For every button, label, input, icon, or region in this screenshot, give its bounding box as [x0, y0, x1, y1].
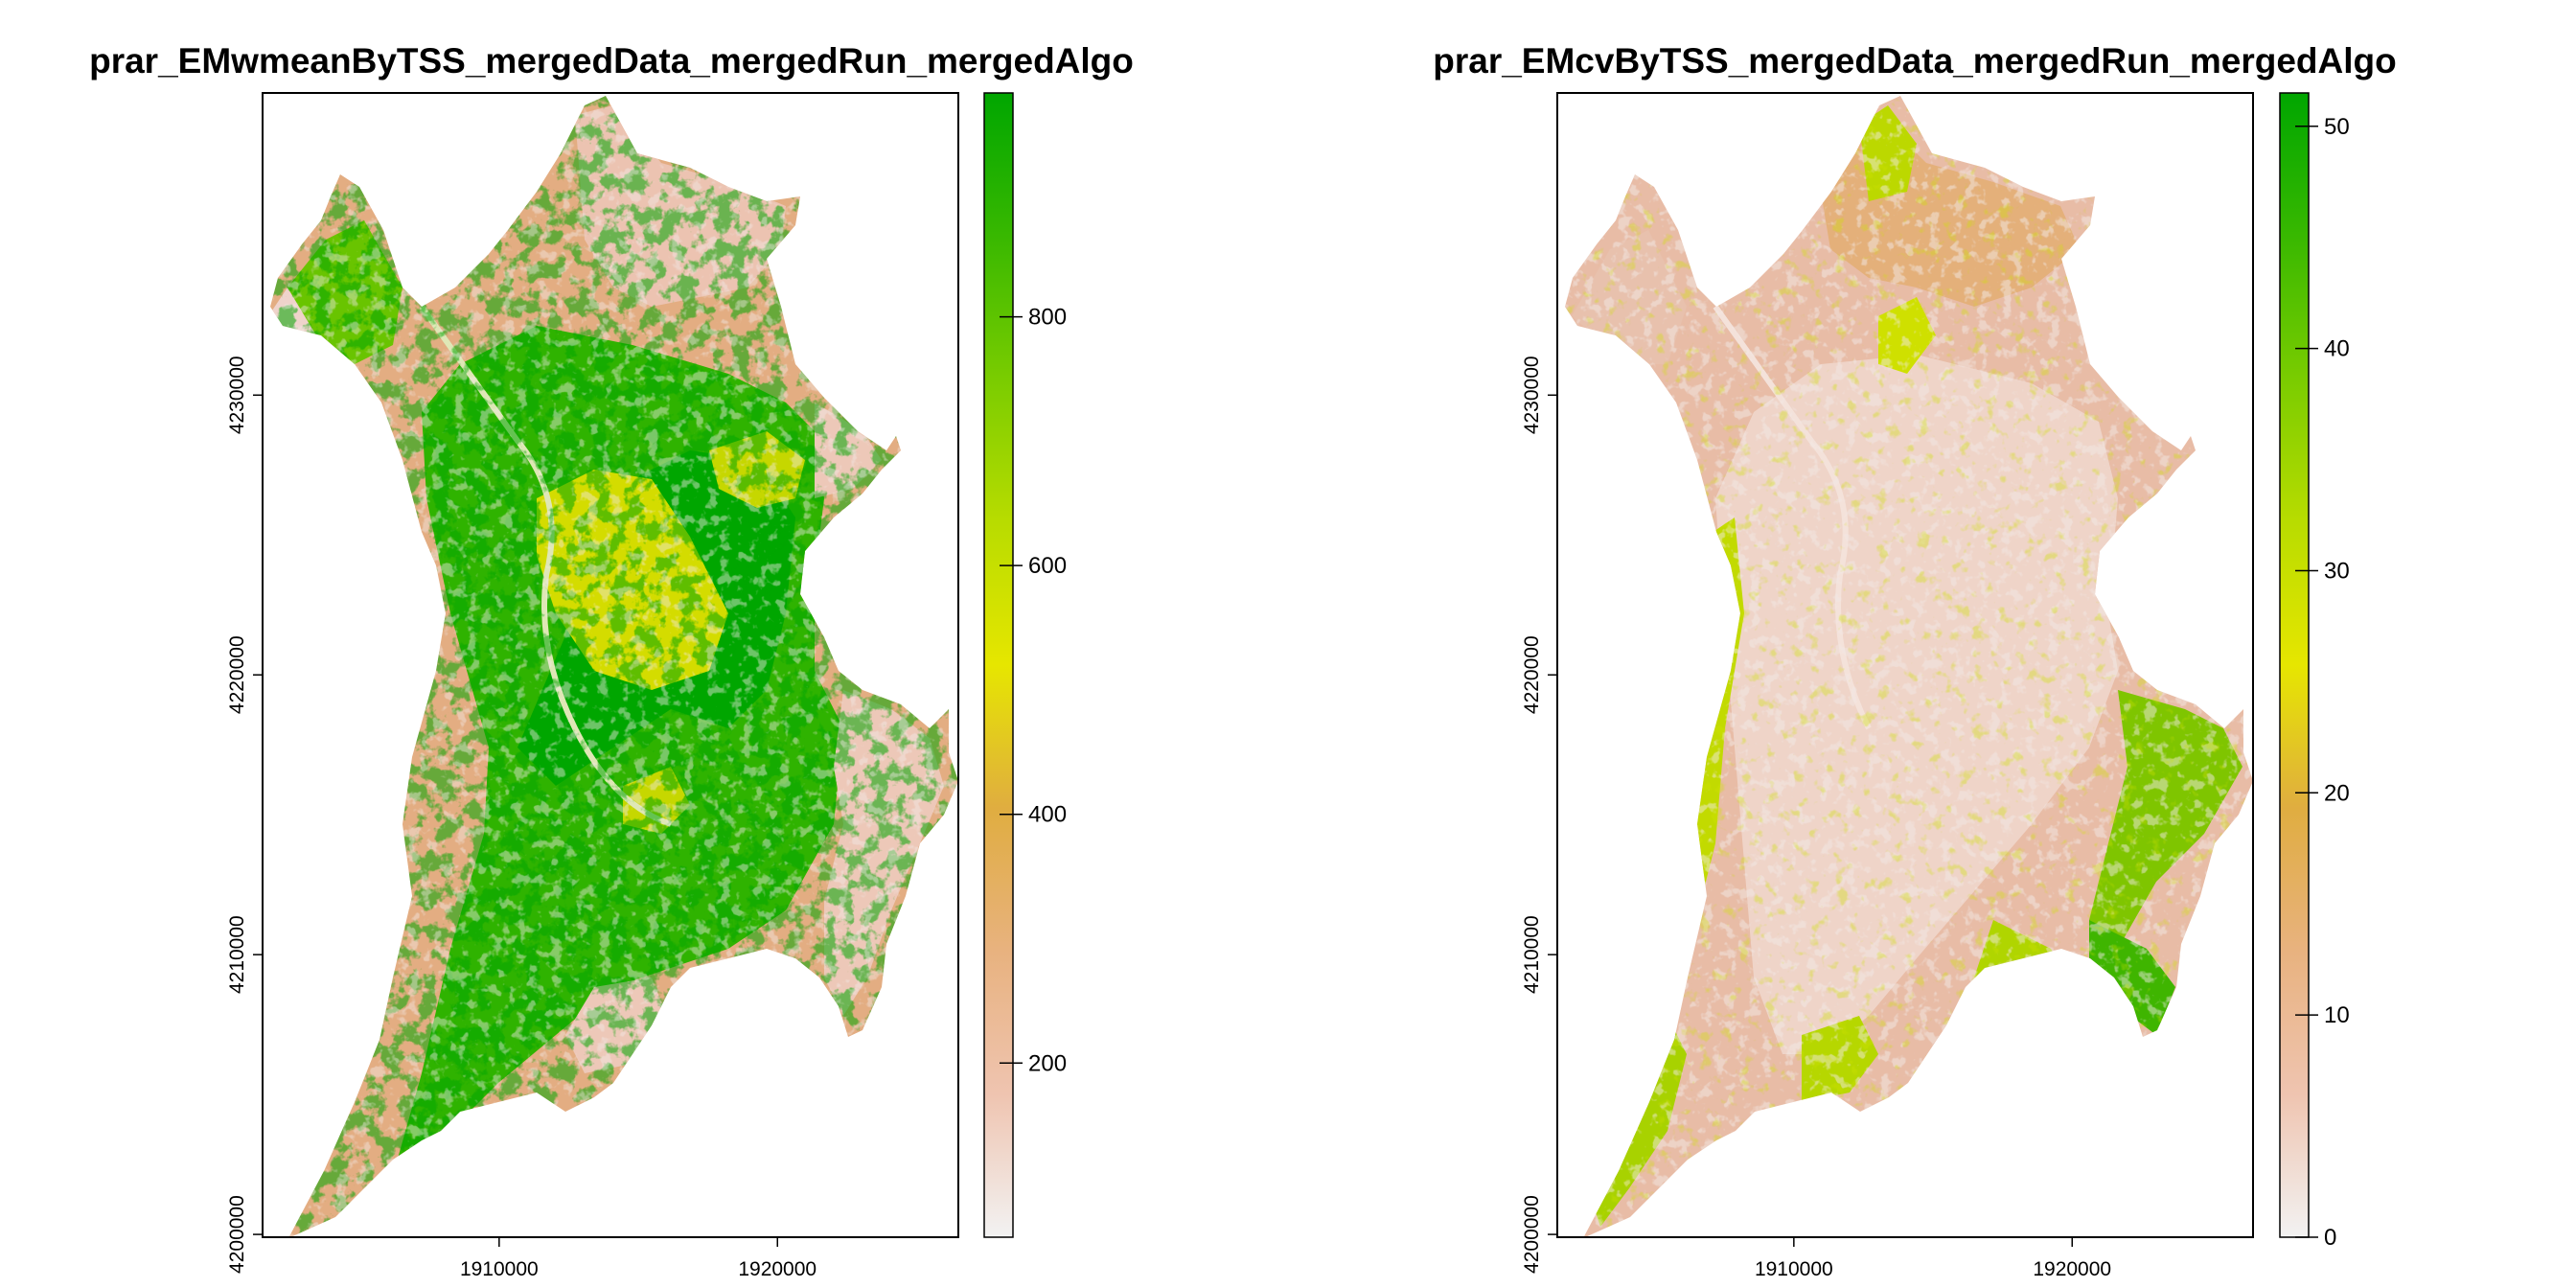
colorbar-tick-label: 10: [2324, 1002, 2350, 1028]
x-tick-label: 1910000: [460, 1258, 539, 1280]
y-tick-label: 4200000: [1521, 1195, 1543, 1274]
panel-title-cv: prar_EMcvByTSS_mergedData_mergedRun_merg…: [1433, 41, 2397, 80]
x-tick-label: 1910000: [1755, 1258, 1833, 1280]
raster-map-wmean: [270, 96, 958, 1238]
y-tick-label: 4230000: [226, 356, 248, 434]
colorbar-tick-label: 50: [2324, 114, 2350, 140]
axes-wmean: 1910000 1920000 4230000 4220000 4210000 42000…: [226, 356, 816, 1280]
colorbar-tick-label: 600: [1028, 553, 1067, 579]
colorbar-tick-label: 0: [2324, 1225, 2336, 1251]
colorbar-tick-label: 800: [1028, 305, 1067, 331]
axes-cv: 1910000 1920000 4230000 4220000 4210000 42000…: [1521, 356, 2111, 1280]
x-tick-label: 1920000: [738, 1258, 816, 1280]
panel-wmean: prar_EMwmeanByTSS_mergedData_mergedRun_m…: [89, 41, 1134, 1280]
colorbar-tick-label: 400: [1028, 802, 1067, 828]
plot-frame-wmean: [262, 92, 959, 1238]
y-tick-label: 4210000: [226, 915, 248, 994]
y-tick-label: 4220000: [226, 635, 248, 714]
colorbar-tick-label: 40: [2324, 336, 2350, 362]
y-tick-label: 4220000: [1521, 635, 1543, 714]
y-tick-label: 4230000: [1521, 356, 1543, 434]
colorbar-tick-label: 200: [1028, 1050, 1067, 1076]
colorbar-tick-label: 20: [2324, 780, 2350, 806]
colorbar-wmean: 200 400 600 800: [983, 92, 1067, 1238]
y-tick-label: 4200000: [226, 1195, 248, 1274]
x-tick-label: 1920000: [2033, 1258, 2111, 1280]
panel-cv: prar_EMcvByTSS_mergedData_mergedRun_merg…: [1433, 41, 2397, 1280]
plot-frame-cv: [1556, 92, 2254, 1238]
colorbar-tick-label: 30: [2324, 558, 2350, 584]
colorbar-cv: 0 10 20 30 40 50: [2279, 92, 2350, 1251]
raster-map-cv: [1565, 96, 2253, 1238]
y-tick-label: 4210000: [1521, 915, 1543, 994]
panel-title-wmean: prar_EMwmeanByTSS_mergedData_mergedRun_m…: [89, 41, 1134, 80]
